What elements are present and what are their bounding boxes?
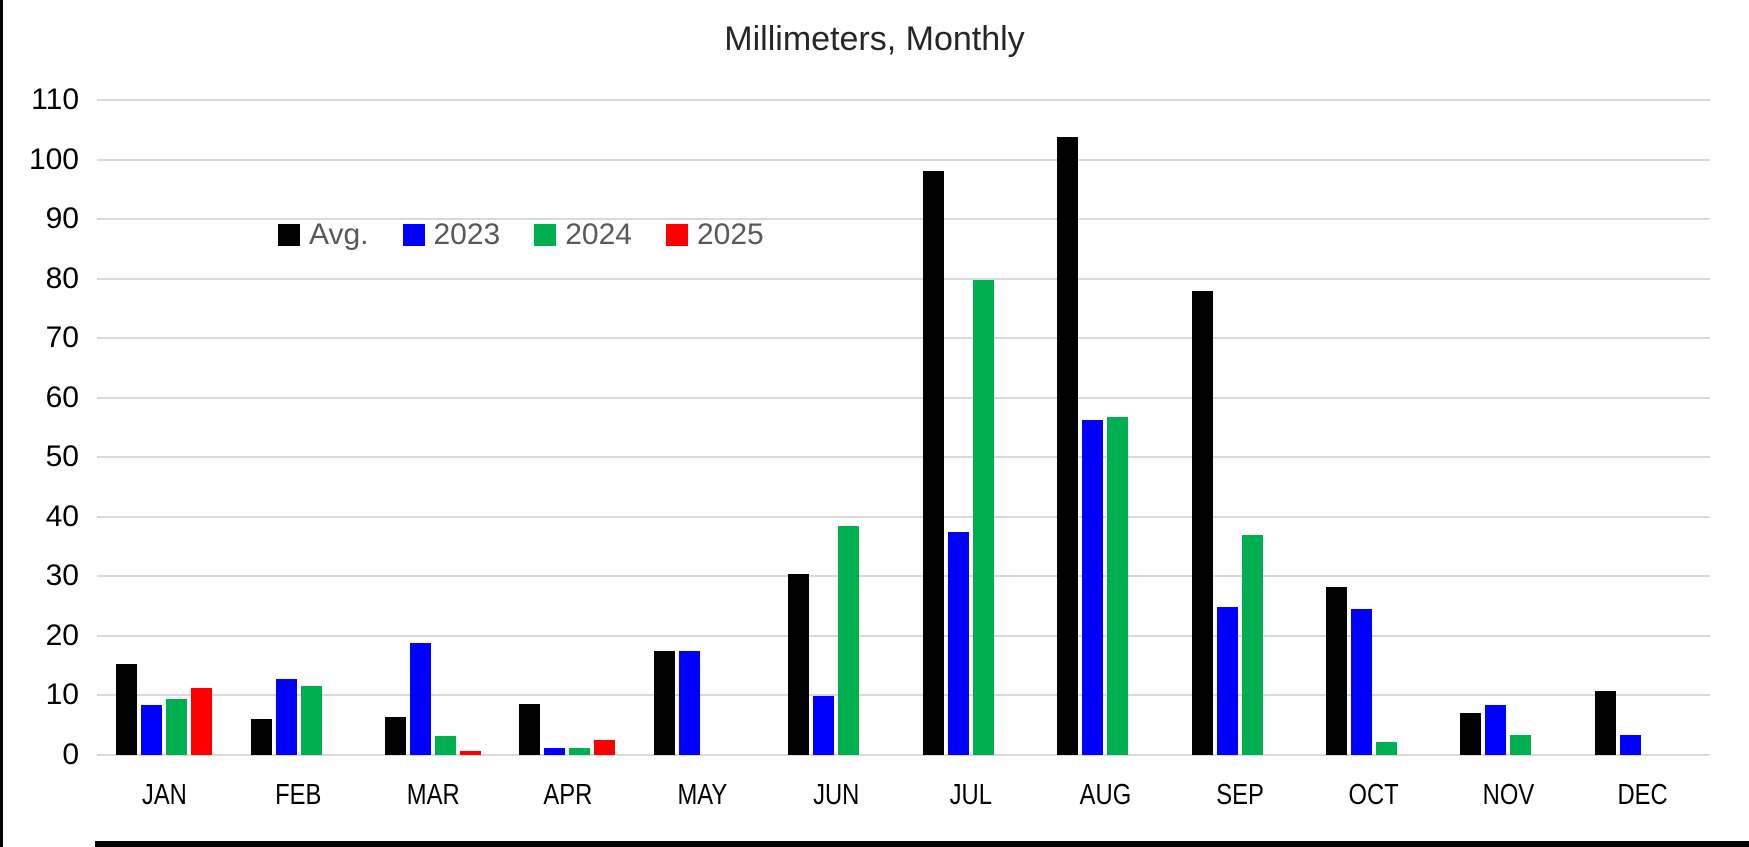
bar-2023-dec bbox=[1620, 735, 1641, 755]
bar-avg-oct bbox=[1326, 587, 1347, 755]
bar-2023-aug bbox=[1082, 420, 1103, 755]
left-border-line bbox=[0, 0, 3, 847]
y-tick-label-10: 10 bbox=[45, 678, 79, 712]
bar-2024-jan bbox=[166, 699, 187, 755]
gridline-30 bbox=[97, 575, 1710, 578]
bar-2025-mar bbox=[460, 751, 481, 755]
bottom-border-line bbox=[95, 841, 1749, 847]
legend-item-2023: 2023 bbox=[402, 218, 501, 252]
bar-2023-nov bbox=[1485, 705, 1506, 755]
bar-2024-nov bbox=[1510, 735, 1531, 755]
legend-item-2024: 2024 bbox=[534, 218, 632, 252]
x-tick-label-aug: AUG bbox=[1079, 779, 1131, 811]
bar-2023-feb bbox=[276, 679, 297, 755]
legend: Avg. 2023 2024 2025 bbox=[278, 218, 764, 252]
bar-avg-aug bbox=[1057, 137, 1078, 755]
gridline-100 bbox=[97, 158, 1710, 161]
legend-label: Avg. bbox=[309, 218, 369, 251]
bar-2024-oct bbox=[1376, 742, 1397, 755]
gridline-70 bbox=[97, 337, 1710, 340]
x-axis: JAN FEB MAR APR MAY JUN JUL AUG SEP OCT NOV DEC bbox=[97, 775, 1710, 820]
x-tick-label-jan: JAN bbox=[141, 779, 187, 811]
bar-2024-feb bbox=[301, 686, 322, 755]
bar-2023-jun bbox=[813, 696, 834, 755]
legend-label: 2023 bbox=[433, 218, 501, 251]
bar-avg-may bbox=[654, 651, 675, 755]
x-tick-label-may: MAY bbox=[676, 779, 727, 811]
bar-avg-dec bbox=[1595, 691, 1616, 755]
bar-2023-apr bbox=[544, 748, 565, 755]
bar-2024-apr bbox=[569, 748, 590, 755]
x-tick-label-sep: SEP bbox=[1215, 779, 1264, 811]
gridline-0 bbox=[97, 754, 1710, 756]
y-tick-label-20: 20 bbox=[45, 618, 79, 652]
gridline-10 bbox=[97, 694, 1710, 697]
y-tick-label-0: 0 bbox=[62, 738, 79, 771]
x-tick-label-apr: APR bbox=[542, 779, 592, 811]
bar-2024-mar bbox=[435, 736, 456, 755]
bar-2024-jul bbox=[973, 280, 994, 755]
legend-item-avg: Avg. bbox=[278, 218, 369, 252]
bar-2025-apr bbox=[594, 740, 615, 755]
bar-avg-nov bbox=[1460, 713, 1481, 755]
bar-2023-jan bbox=[141, 705, 162, 755]
bar-2023-jul bbox=[948, 532, 969, 755]
bar-avg-apr bbox=[519, 704, 540, 755]
y-tick-label-70: 70 bbox=[45, 321, 79, 355]
y-tick-label-100: 100 bbox=[28, 142, 79, 176]
legend-swatch-icon bbox=[534, 224, 557, 246]
x-tick-label-oct: OCT bbox=[1348, 779, 1400, 811]
x-tick-label-dec: DEC bbox=[1617, 779, 1668, 811]
legend-label: 2025 bbox=[697, 218, 764, 251]
gridline-60 bbox=[97, 396, 1710, 399]
bar-avg-sep bbox=[1192, 291, 1213, 755]
gridline-50 bbox=[97, 456, 1710, 459]
gridline-20 bbox=[97, 634, 1710, 637]
bar-2024-aug bbox=[1107, 417, 1128, 755]
legend-swatch-icon bbox=[402, 224, 425, 246]
bar-2024-sep bbox=[1242, 535, 1263, 755]
bar-avg-mar bbox=[385, 717, 406, 755]
bar-2025-jan bbox=[191, 688, 212, 755]
y-tick-label-60: 60 bbox=[45, 380, 79, 414]
bar-2023-may bbox=[679, 651, 700, 755]
legend-swatch-icon bbox=[666, 224, 688, 246]
bar-2023-oct bbox=[1351, 609, 1372, 755]
legend-label: 2024 bbox=[565, 218, 632, 251]
x-tick-label-feb: FEB bbox=[275, 779, 322, 811]
y-tick-label-110: 110 bbox=[31, 83, 79, 116]
y-axis: 0 10 20 30 40 50 60 70 80 90 100 110 bbox=[0, 0, 97, 847]
bar-2024-jun bbox=[838, 526, 859, 755]
gridline-40 bbox=[97, 515, 1710, 518]
gridline-80 bbox=[97, 277, 1710, 280]
x-tick-label-nov: NOV bbox=[1482, 779, 1535, 811]
y-tick-label-30: 30 bbox=[45, 559, 79, 593]
x-tick-label-jul: JUL bbox=[949, 779, 992, 811]
y-tick-label-40: 40 bbox=[45, 499, 79, 533]
bar-avg-feb bbox=[251, 719, 272, 755]
bar-2023-sep bbox=[1217, 607, 1238, 755]
bar-avg-jan bbox=[116, 664, 137, 755]
legend-swatch-icon bbox=[278, 224, 300, 246]
bar-avg-jun bbox=[788, 574, 809, 755]
y-tick-label-50: 50 bbox=[45, 440, 79, 474]
legend-item-2025: 2025 bbox=[666, 218, 764, 252]
gridline-110 bbox=[97, 99, 1710, 101]
bar-avg-jul bbox=[923, 171, 944, 755]
bar-2023-mar bbox=[410, 643, 431, 755]
y-tick-label-90: 90 bbox=[45, 202, 79, 236]
chart-title: Millimeters, Monthly bbox=[724, 20, 1025, 58]
plot-area bbox=[97, 99, 1710, 756]
x-tick-label-mar: MAR bbox=[406, 779, 460, 811]
x-tick-label-jun: JUN bbox=[813, 779, 860, 811]
y-tick-label-80: 80 bbox=[45, 261, 79, 295]
gridline-90 bbox=[97, 218, 1710, 221]
